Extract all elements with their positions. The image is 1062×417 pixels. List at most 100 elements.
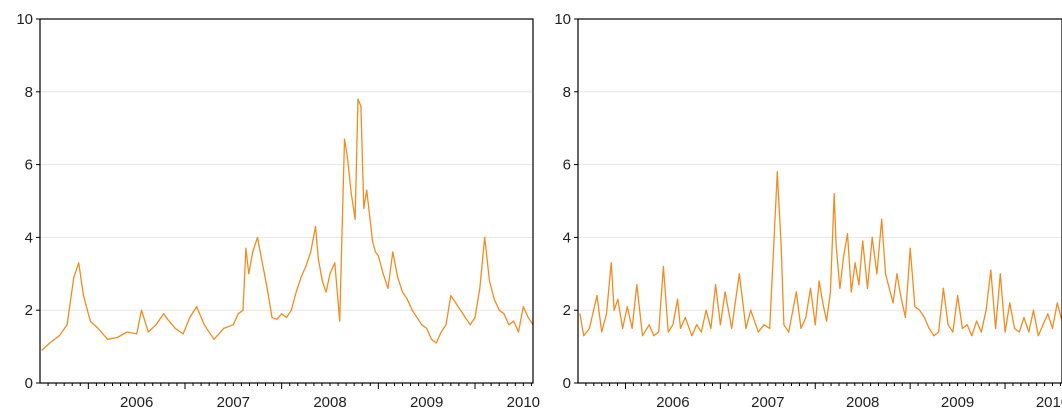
y-tick-label: 10 xyxy=(554,11,571,28)
x-tick-label: 2007 xyxy=(217,394,250,411)
data-point xyxy=(928,327,930,329)
data-point xyxy=(411,309,413,311)
data-point xyxy=(1056,302,1058,304)
data-point xyxy=(677,298,679,300)
data-point xyxy=(919,309,921,311)
data-point xyxy=(479,287,481,289)
data-point xyxy=(321,280,323,282)
data-point xyxy=(1051,327,1054,329)
data-point xyxy=(980,331,982,333)
data-point xyxy=(498,309,500,311)
data-point xyxy=(829,291,832,293)
data-point xyxy=(1009,302,1011,304)
data-point xyxy=(66,324,68,326)
data-point xyxy=(610,262,612,264)
data-point xyxy=(617,298,619,300)
data-point xyxy=(757,331,759,333)
data-point xyxy=(522,305,524,308)
data-point xyxy=(58,335,60,337)
x-tick-label: 2010 xyxy=(507,394,540,411)
data-point xyxy=(440,331,442,333)
data-point xyxy=(641,335,644,337)
series-line xyxy=(579,171,1062,337)
data-point xyxy=(1032,309,1035,311)
y-tick-label: 2 xyxy=(563,302,571,319)
data-point xyxy=(357,98,359,100)
data-point xyxy=(769,327,771,329)
data-point xyxy=(78,262,80,264)
data-point xyxy=(884,273,887,275)
data-point xyxy=(392,251,394,253)
data-point xyxy=(846,233,849,235)
plot-frame xyxy=(577,18,1062,384)
data-point xyxy=(314,225,317,228)
data-point xyxy=(196,305,198,308)
data-point xyxy=(89,320,91,322)
data-point xyxy=(971,335,973,337)
data-point xyxy=(684,316,686,319)
data-point xyxy=(800,327,802,329)
data-point xyxy=(126,331,128,333)
data-point xyxy=(826,320,828,322)
data-point xyxy=(876,273,878,275)
data-point xyxy=(626,305,628,308)
data-point xyxy=(731,327,733,329)
data-point xyxy=(999,273,1001,275)
data-point xyxy=(1042,324,1044,326)
data-point xyxy=(73,276,75,279)
x-tick-label: 2008 xyxy=(313,394,346,411)
data-point xyxy=(354,218,356,220)
data-point xyxy=(107,338,109,340)
data-point xyxy=(455,302,457,304)
data-point xyxy=(377,255,379,257)
data-point xyxy=(862,240,864,242)
data-point xyxy=(343,138,346,140)
data-point xyxy=(667,331,669,333)
x-tick-label: 2006 xyxy=(120,394,153,411)
data-point xyxy=(248,273,250,275)
data-point xyxy=(1004,331,1006,333)
data-point xyxy=(97,327,99,329)
data-point xyxy=(613,309,615,311)
data-point xyxy=(459,309,462,311)
data-point xyxy=(738,273,740,275)
data-point xyxy=(387,287,389,289)
data-point xyxy=(888,287,890,289)
x-tick-label: 2009 xyxy=(410,394,443,411)
y-tick-label: 6 xyxy=(25,157,33,174)
data-point xyxy=(426,327,428,329)
data-point xyxy=(854,262,856,264)
data-point xyxy=(788,331,790,333)
data-point xyxy=(223,327,225,329)
data-point xyxy=(985,309,987,311)
data-point xyxy=(266,287,268,289)
y-tick-label: 6 xyxy=(563,157,571,174)
data-point xyxy=(658,331,660,333)
data-point xyxy=(783,324,785,326)
data-point xyxy=(933,335,935,337)
y-tick-label: 10 xyxy=(16,11,33,28)
data-point xyxy=(662,265,665,268)
data-point xyxy=(484,236,486,238)
data-point xyxy=(710,327,712,329)
data-point xyxy=(961,327,963,329)
data-point xyxy=(430,338,433,340)
data-point xyxy=(245,247,247,249)
data-point xyxy=(346,156,348,158)
data-point xyxy=(513,320,515,322)
data-point xyxy=(360,105,362,107)
data-point xyxy=(300,276,302,279)
data-point xyxy=(724,291,726,293)
data-point xyxy=(41,349,43,351)
data-point xyxy=(750,309,752,311)
data-point xyxy=(990,269,992,271)
data-point xyxy=(374,251,377,253)
data-point xyxy=(49,342,51,344)
data-point xyxy=(334,262,336,264)
data-point xyxy=(822,302,824,304)
right-panel: 0 2 4 6 8 10 2006 2007 2008 2009 2010 xyxy=(554,11,1062,411)
data-point xyxy=(700,331,702,333)
data-point xyxy=(896,273,898,275)
data-point xyxy=(648,324,650,326)
